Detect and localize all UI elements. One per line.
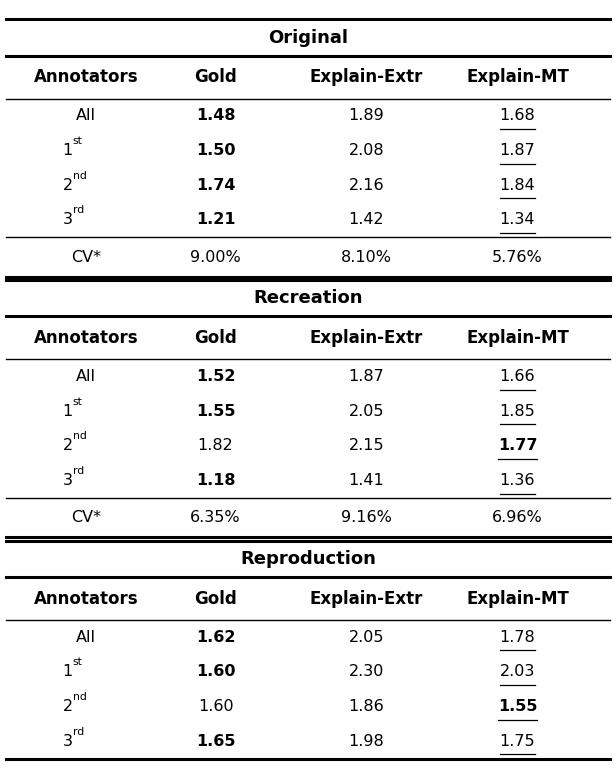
Text: rd: rd <box>73 205 84 216</box>
Text: 6.96%: 6.96% <box>492 510 543 525</box>
Text: 1.89: 1.89 <box>349 108 384 124</box>
Text: 6.35%: 6.35% <box>190 510 241 525</box>
Text: nd: nd <box>73 431 87 441</box>
Text: Explain-MT: Explain-MT <box>466 68 569 86</box>
Text: st: st <box>73 136 83 146</box>
Text: Gold: Gold <box>194 590 237 608</box>
Text: 2.05: 2.05 <box>349 630 384 645</box>
Text: 2.03: 2.03 <box>500 664 535 679</box>
Text: 2: 2 <box>63 177 73 193</box>
Text: 1.55: 1.55 <box>498 699 537 714</box>
Text: nd: nd <box>73 170 87 180</box>
Text: 2.30: 2.30 <box>349 664 384 679</box>
Text: rd: rd <box>73 466 84 476</box>
Text: 2.05: 2.05 <box>349 404 384 419</box>
Text: Recreation: Recreation <box>253 289 363 307</box>
Text: 1: 1 <box>62 143 73 158</box>
Text: 2.16: 2.16 <box>349 177 384 193</box>
Text: Explain-Extr: Explain-Extr <box>310 590 423 608</box>
Text: 1.21: 1.21 <box>196 212 235 227</box>
Text: 1.75: 1.75 <box>500 734 535 748</box>
Text: CV*: CV* <box>71 250 101 265</box>
Text: 1.50: 1.50 <box>196 143 235 158</box>
Text: 1.78: 1.78 <box>500 630 535 645</box>
Text: 1.74: 1.74 <box>196 177 235 193</box>
Text: All: All <box>76 369 96 384</box>
Text: 1.65: 1.65 <box>196 734 235 748</box>
Text: Annotators: Annotators <box>34 590 139 608</box>
Text: 1.48: 1.48 <box>196 108 235 124</box>
Text: 2.08: 2.08 <box>349 143 384 158</box>
Text: Original: Original <box>268 29 348 47</box>
Text: CV*: CV* <box>71 510 101 525</box>
Text: rd: rd <box>73 727 84 737</box>
Text: st: st <box>73 657 83 668</box>
Text: Gold: Gold <box>194 329 237 347</box>
Text: 1.52: 1.52 <box>196 369 235 384</box>
Text: Explain-MT: Explain-MT <box>466 590 569 608</box>
Text: Annotators: Annotators <box>34 68 139 86</box>
Text: Annotators: Annotators <box>34 329 139 347</box>
Text: 2: 2 <box>63 439 73 454</box>
Text: 1.60: 1.60 <box>198 699 233 714</box>
Text: 1.41: 1.41 <box>349 473 384 488</box>
Text: 1.18: 1.18 <box>196 473 235 488</box>
Text: 2: 2 <box>63 699 73 714</box>
Text: 1: 1 <box>62 404 73 419</box>
Text: 1.55: 1.55 <box>196 404 235 419</box>
Text: 1.84: 1.84 <box>500 177 535 193</box>
Text: 1.66: 1.66 <box>500 369 535 384</box>
Text: 1.87: 1.87 <box>500 143 535 158</box>
Text: 1: 1 <box>62 664 73 679</box>
Text: Gold: Gold <box>194 68 237 86</box>
Text: 1.60: 1.60 <box>196 664 235 679</box>
Text: 1.68: 1.68 <box>500 108 535 124</box>
Text: 1.82: 1.82 <box>198 439 233 454</box>
Text: st: st <box>73 397 83 407</box>
Text: 1.42: 1.42 <box>349 212 384 227</box>
Text: 5.76%: 5.76% <box>492 250 543 265</box>
Text: 3: 3 <box>63 212 73 227</box>
Text: All: All <box>76 630 96 645</box>
Text: 8.10%: 8.10% <box>341 250 392 265</box>
Text: 1.62: 1.62 <box>196 630 235 645</box>
Text: nd: nd <box>73 692 87 702</box>
Text: 1.36: 1.36 <box>500 473 535 488</box>
Text: Explain-Extr: Explain-Extr <box>310 68 423 86</box>
Text: 9.00%: 9.00% <box>190 250 241 265</box>
Text: Explain-Extr: Explain-Extr <box>310 329 423 347</box>
Text: 1.77: 1.77 <box>498 439 537 454</box>
Text: Explain-MT: Explain-MT <box>466 329 569 347</box>
Text: 1.86: 1.86 <box>349 699 384 714</box>
Text: 1.34: 1.34 <box>500 212 535 227</box>
Text: 1.87: 1.87 <box>349 369 384 384</box>
Text: 3: 3 <box>63 734 73 748</box>
Text: 1.85: 1.85 <box>500 404 535 419</box>
Text: 3: 3 <box>63 473 73 488</box>
Text: Reproduction: Reproduction <box>240 550 376 568</box>
Text: All: All <box>76 108 96 124</box>
Text: 2.15: 2.15 <box>349 439 384 454</box>
Text: 9.16%: 9.16% <box>341 510 392 525</box>
Text: 1.98: 1.98 <box>349 734 384 748</box>
